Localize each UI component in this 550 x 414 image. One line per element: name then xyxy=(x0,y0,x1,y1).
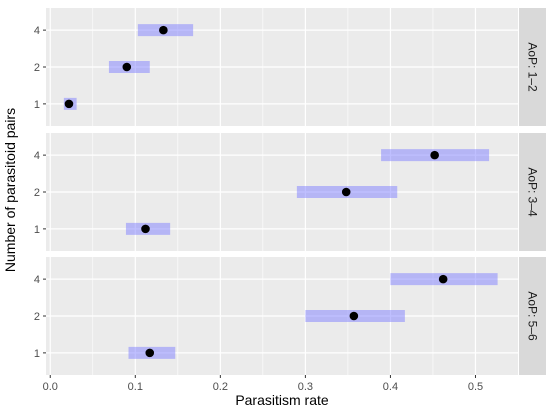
y-tick-label: 2 xyxy=(34,187,40,199)
facet-strip xyxy=(519,133,546,251)
data-point xyxy=(145,348,155,358)
y-tick-label: 2 xyxy=(34,311,40,323)
y-tick-label: 2 xyxy=(34,62,40,74)
x-tick-label: 0.1 xyxy=(128,381,143,393)
data-point xyxy=(122,62,132,72)
data-point xyxy=(141,224,150,234)
data-point xyxy=(438,274,448,284)
panel-1: 1 2 4 AoP: 1–2 xyxy=(34,8,546,126)
y-tick-label: 4 xyxy=(34,25,40,37)
data-point xyxy=(64,99,74,109)
facet-strip-label: AoP: 5–6 xyxy=(526,291,540,341)
panel-3: 1 2 4 AoP: 5–6 xyxy=(34,257,546,375)
y-tick-label: 1 xyxy=(34,224,40,236)
y-tick-label: 1 xyxy=(34,99,40,111)
x-tick-label: 0.5 xyxy=(468,381,483,393)
y-tick-label: 1 xyxy=(34,348,40,360)
facet-strip-label: AoP: 1–2 xyxy=(526,42,540,92)
y-tick-label: 4 xyxy=(34,150,40,162)
x-tick-label: 0.4 xyxy=(383,381,398,393)
panel-2: 1 2 4 AoP: 3–4 xyxy=(34,133,546,251)
x-axis-title: Parasitism rate xyxy=(235,392,329,408)
x-tick-label: 0.0 xyxy=(43,381,58,393)
x-tick-label: 0.3 xyxy=(298,381,313,393)
facet-strip-label: AoP: 3–4 xyxy=(526,167,540,217)
data-point xyxy=(349,311,359,321)
data-point xyxy=(430,150,439,160)
facet-strip xyxy=(519,257,546,375)
x-tick-label: 0.2 xyxy=(213,381,228,393)
facet-strip xyxy=(519,8,546,126)
data-point xyxy=(341,187,351,197)
data-point xyxy=(159,25,168,35)
y-axis-title: Number of parasitoid pairs xyxy=(2,108,18,272)
y-tick-label: 4 xyxy=(34,274,40,286)
